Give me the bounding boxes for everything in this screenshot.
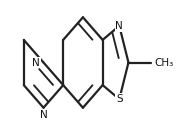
- Text: N: N: [115, 21, 123, 31]
- Text: S: S: [116, 94, 123, 104]
- Text: N: N: [40, 110, 47, 120]
- Text: N: N: [32, 58, 40, 68]
- Text: CH₃: CH₃: [155, 58, 174, 68]
